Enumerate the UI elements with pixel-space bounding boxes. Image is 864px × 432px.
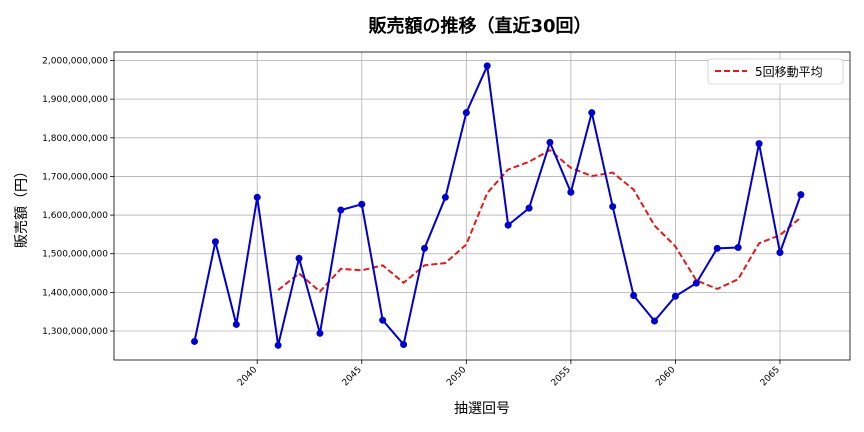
sales-point [421, 244, 428, 252]
sales-point [358, 200, 366, 208]
sales-point [462, 109, 470, 117]
plot-area-frame [113, 51, 851, 361]
x-tick-label: 2040 [236, 365, 259, 388]
y-tick-label: 1,600,000,000 [42, 211, 108, 221]
sales-point [295, 254, 303, 262]
y-tick-label: 1,300,000,000 [42, 327, 108, 337]
y-tick-label: 1,500,000,000 [42, 250, 108, 260]
y-axis-title: 販売額（円） [14, 164, 30, 248]
sales-point [671, 292, 679, 300]
sales-point [483, 62, 491, 70]
sales-line [193, 62, 802, 347]
sales-point [713, 244, 721, 252]
series-layer [191, 62, 805, 349]
sales-point [588, 109, 596, 117]
sales-point [337, 206, 345, 214]
legend: 5回移動平均 [707, 58, 844, 85]
sales-point [211, 238, 219, 246]
sales-point [232, 320, 240, 328]
sales-point [692, 279, 700, 287]
legend-label-moving-average: 5回移動平均 [755, 65, 823, 79]
sales-point [609, 203, 617, 211]
sales-point [379, 316, 387, 324]
sales-point [504, 221, 512, 229]
sales-point [191, 337, 198, 345]
legend-box [707, 58, 844, 85]
sales-point [274, 341, 282, 349]
x-tick-label: 2045 [341, 365, 364, 388]
sales-point [776, 249, 784, 257]
grid-lines [114, 52, 850, 360]
sales-point [567, 188, 575, 196]
x-tick-label: 2050 [445, 365, 468, 388]
x-tick-label: 2065 [759, 365, 782, 388]
sales-point [630, 291, 638, 299]
y-tick-label: 2,000,000,000 [42, 57, 108, 67]
y-tick-label: 1,700,000,000 [42, 172, 108, 182]
x-axis-title: 抽選回号 [454, 401, 510, 417]
sales-point [797, 191, 805, 199]
sales-point [755, 140, 763, 148]
sales-point [651, 317, 658, 325]
x-tick-label: 2055 [550, 365, 573, 388]
y-tick-label: 1,400,000,000 [42, 288, 108, 298]
sales-point [525, 204, 533, 212]
sales-point [441, 193, 449, 201]
y-tick-label: 1,900,000,000 [42, 95, 108, 105]
moving-average-line [277, 148, 802, 293]
x-tick-label: 2060 [654, 365, 677, 388]
y-axis-ticks: 1,300,000,000 1,400,000,000 1,500,000,000 1… [42, 57, 114, 337]
chart-title: 販売額の推移（直近30回） [368, 15, 591, 37]
sales-point [316, 329, 324, 337]
sales-point [400, 341, 408, 349]
sales-point [734, 244, 742, 252]
sales-point [253, 193, 261, 201]
x-axis-ticks: 2040 2045 2050 2055 2060 2065 [236, 360, 782, 388]
y-tick-label: 1,800,000,000 [42, 134, 108, 144]
sales-point [546, 138, 554, 146]
